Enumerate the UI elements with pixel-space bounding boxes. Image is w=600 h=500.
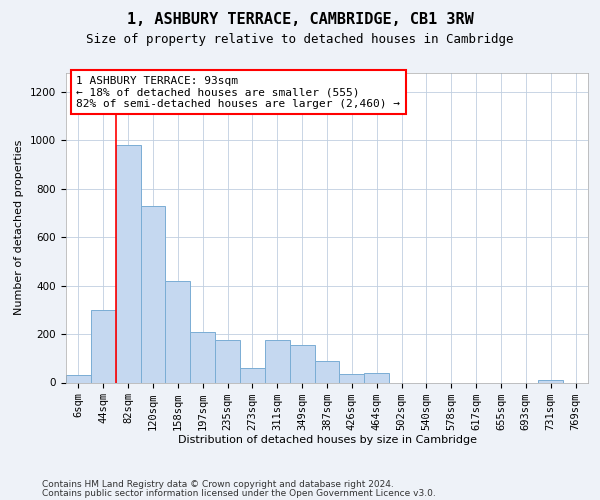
Bar: [66, 375, 91, 382]
Text: Size of property relative to detached houses in Cambridge: Size of property relative to detached ho…: [86, 32, 514, 46]
Bar: [538, 380, 563, 382]
Bar: [91, 310, 116, 382]
Bar: [340, 374, 364, 382]
Bar: [290, 345, 314, 383]
Bar: [364, 373, 389, 382]
Text: 1 ASHBURY TERRACE: 93sqm
← 18% of detached houses are smaller (555)
82% of semi-: 1 ASHBURY TERRACE: 93sqm ← 18% of detach…: [76, 76, 400, 109]
Bar: [116, 145, 140, 382]
Bar: [166, 281, 190, 382]
Text: Contains public sector information licensed under the Open Government Licence v3: Contains public sector information licen…: [42, 489, 436, 498]
X-axis label: Distribution of detached houses by size in Cambridge: Distribution of detached houses by size …: [178, 436, 476, 446]
Bar: [190, 332, 215, 382]
Bar: [240, 368, 265, 382]
Bar: [265, 340, 290, 382]
Text: 1, ASHBURY TERRACE, CAMBRIDGE, CB1 3RW: 1, ASHBURY TERRACE, CAMBRIDGE, CB1 3RW: [127, 12, 473, 28]
Bar: [314, 360, 340, 382]
Bar: [140, 206, 166, 382]
Bar: [215, 340, 240, 382]
Text: Contains HM Land Registry data © Crown copyright and database right 2024.: Contains HM Land Registry data © Crown c…: [42, 480, 394, 489]
Y-axis label: Number of detached properties: Number of detached properties: [14, 140, 25, 315]
